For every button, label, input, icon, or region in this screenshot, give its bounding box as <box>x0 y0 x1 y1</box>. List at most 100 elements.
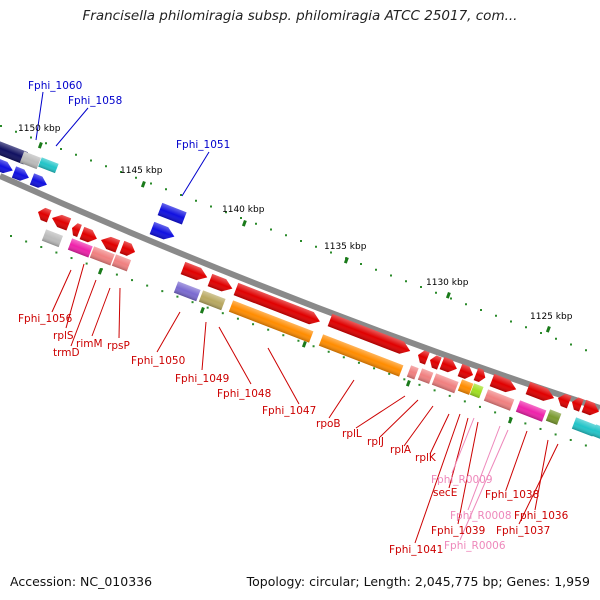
cds-feature[interactable] <box>228 300 314 343</box>
gene-arrow-forward[interactable] <box>428 354 442 370</box>
cds-feature[interactable] <box>67 238 93 258</box>
gene-arrow-forward[interactable] <box>207 273 235 295</box>
gene-label[interactable]: Fphi_1036 <box>514 510 569 522</box>
gene-label[interactable]: rplA <box>390 444 412 456</box>
scale-tick <box>135 176 137 179</box>
gene-arrow-forward[interactable] <box>119 240 138 258</box>
gene-arrow-forward[interactable] <box>70 222 82 237</box>
gene-arrow-forward[interactable] <box>581 399 600 418</box>
scale-tick <box>210 205 212 208</box>
genome-backbone <box>0 173 600 411</box>
scale-label: 1150 kbp <box>18 124 61 134</box>
cds-feature[interactable] <box>571 417 597 437</box>
gene-arrow-forward[interactable] <box>29 173 49 190</box>
gene-label[interactable]: rplL <box>342 428 362 440</box>
gene-label[interactable]: Fphi_1060 <box>28 80 82 92</box>
gene-label[interactable]: Fphi_1048 <box>217 388 271 400</box>
gene-label[interactable]: Fphi_1039 <box>431 525 485 537</box>
scale-tick-major <box>37 142 43 149</box>
cds-feature[interactable] <box>431 373 459 394</box>
gene-label[interactable]: trmD <box>53 347 80 359</box>
rna-gene-label[interactable]: Fphi_R0009 <box>431 474 493 486</box>
cds-feature[interactable] <box>0 139 29 165</box>
label-leader-line <box>35 91 44 141</box>
gene-arrow-forward[interactable] <box>50 212 72 231</box>
scale-tick <box>225 211 227 214</box>
gene-arrow-forward[interactable] <box>489 373 519 396</box>
gene-label[interactable]: Fphi_1051 <box>176 139 230 151</box>
gene-arrow-forward[interactable] <box>180 261 210 284</box>
gene-arrow-forward[interactable] <box>36 206 52 223</box>
gene-label[interactable]: secE <box>433 487 457 499</box>
gene-label[interactable]: Fphi_1038 <box>485 489 539 501</box>
scale-tick <box>165 188 167 191</box>
scale-tick <box>450 297 452 300</box>
cds-feature[interactable] <box>457 379 474 395</box>
rna-gene-label[interactable]: Fphi_R0008 <box>450 510 512 522</box>
scale-tick <box>585 349 587 352</box>
gene-label[interactable]: rpoB <box>316 418 341 430</box>
scale-tick <box>494 411 497 414</box>
gene-arrow-forward[interactable] <box>416 349 430 365</box>
scale-tick <box>150 182 152 185</box>
gene-arrow-reverse[interactable] <box>157 202 187 225</box>
gene-label[interactable]: rplK <box>415 452 437 464</box>
cds-feature[interactable] <box>38 157 59 174</box>
scale-tick <box>0 125 2 127</box>
cds-feature[interactable] <box>545 409 562 425</box>
scale-tick <box>252 323 255 326</box>
gene-label[interactable]: Fphi_1050 <box>131 355 185 367</box>
rna-gene-label[interactable]: Fphi_R0006 <box>444 540 506 552</box>
gene-arrow-forward[interactable] <box>556 392 572 409</box>
gene-label[interactable]: rplS <box>53 330 74 342</box>
cds-feature[interactable] <box>41 229 63 248</box>
gene-label[interactable]: rimM <box>76 338 103 350</box>
cds-feature[interactable] <box>417 368 434 384</box>
gene-label[interactable]: Fphi_1049 <box>175 373 229 385</box>
cds-feature[interactable] <box>173 281 201 302</box>
gene-arrow-forward[interactable] <box>99 234 121 253</box>
gene-arrow-forward[interactable] <box>233 282 323 328</box>
scale-tick-major <box>507 417 513 424</box>
cds-feature[interactable] <box>591 424 600 440</box>
gene-label[interactable]: Fphi_1047 <box>262 405 316 417</box>
gene-arrow-forward[interactable] <box>457 363 476 381</box>
cds-feature[interactable] <box>469 383 484 399</box>
scale-tick <box>327 350 330 353</box>
gene-arrow-forward[interactable] <box>79 226 100 245</box>
gene-label[interactable]: rpsP <box>107 340 130 352</box>
scale-tick <box>55 251 58 254</box>
gene-label[interactable]: Fphi_1056 <box>18 313 73 325</box>
gene-arrow-forward[interactable] <box>525 381 557 404</box>
accession-label: Accession: NC_010336 <box>10 574 153 589</box>
scale-tick <box>342 356 345 359</box>
gene-arrow-forward[interactable] <box>0 158 15 176</box>
gene-arrow-forward[interactable] <box>327 313 413 357</box>
cds-feature[interactable] <box>89 246 115 266</box>
cds-feature[interactable] <box>318 334 404 377</box>
scale-tick <box>373 367 376 370</box>
gene-label[interactable]: Fphi_1037 <box>496 525 550 537</box>
gene-label[interactable]: Fphi_1058 <box>68 95 122 107</box>
scale-tick-major <box>405 380 411 387</box>
gene-label[interactable]: rplJ <box>367 436 384 448</box>
cds-feature[interactable] <box>19 151 41 170</box>
cds-feature[interactable] <box>198 290 226 311</box>
gene-arrow-forward[interactable] <box>149 221 177 243</box>
gene-label[interactable]: Fphi_1041 <box>389 544 443 556</box>
gene-arrow-forward[interactable] <box>11 166 31 183</box>
scale-tick <box>480 309 482 311</box>
cds-feature[interactable] <box>483 389 515 411</box>
cds-feature[interactable] <box>515 400 547 422</box>
gene-arrow-forward[interactable] <box>473 367 488 384</box>
scale-tick <box>85 262 88 265</box>
cds-feature[interactable] <box>111 254 132 272</box>
scale-tick <box>300 240 302 242</box>
gene-arrow-forward[interactable] <box>570 396 584 412</box>
scale-tick <box>267 328 270 331</box>
scale-tick-major <box>199 307 205 314</box>
label-leader-line <box>414 413 461 544</box>
label-leader-line <box>156 311 181 353</box>
gene-arrow-forward[interactable] <box>439 356 460 375</box>
cds-feature[interactable] <box>406 365 419 380</box>
